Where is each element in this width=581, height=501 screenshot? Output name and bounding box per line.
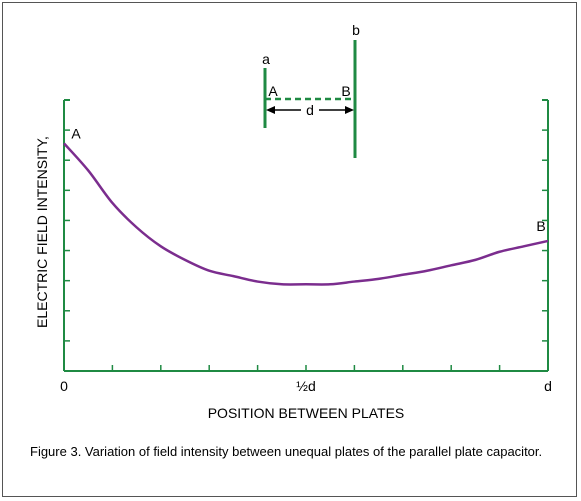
series-curve bbox=[63, 142, 549, 286]
arrow-left-head bbox=[266, 106, 275, 114]
curve-point-label-b: B bbox=[536, 218, 545, 234]
x-tick-label: ½d bbox=[296, 378, 315, 394]
figure-caption: Figure 3. Variation of field intensity b… bbox=[30, 444, 543, 459]
y-axis-label: ELECTRIC FIELD INTENSITY, bbox=[34, 136, 50, 328]
figure-frame bbox=[2, 2, 577, 497]
axis-ticks bbox=[64, 129, 548, 371]
curve-point-label-a: A bbox=[71, 125, 81, 141]
inset-point-a-label: A bbox=[268, 83, 278, 99]
x-tick-labels: 0 ½d d bbox=[60, 378, 552, 394]
plate-b-label: b bbox=[352, 22, 360, 38]
arrow-right-head bbox=[345, 106, 354, 114]
x-tick-label: 0 bbox=[60, 378, 68, 394]
plate-a-label: a bbox=[262, 51, 270, 67]
x-axis-label: POSITION BETWEEN PLATES bbox=[208, 405, 405, 421]
inset-point-b-label: B bbox=[341, 83, 350, 99]
x-tick-label: d bbox=[544, 378, 552, 394]
plate-inset-diagram: a b A B d bbox=[262, 22, 360, 158]
gap-d-label: d bbox=[306, 102, 314, 118]
curve-point-labels: AB bbox=[71, 125, 545, 234]
